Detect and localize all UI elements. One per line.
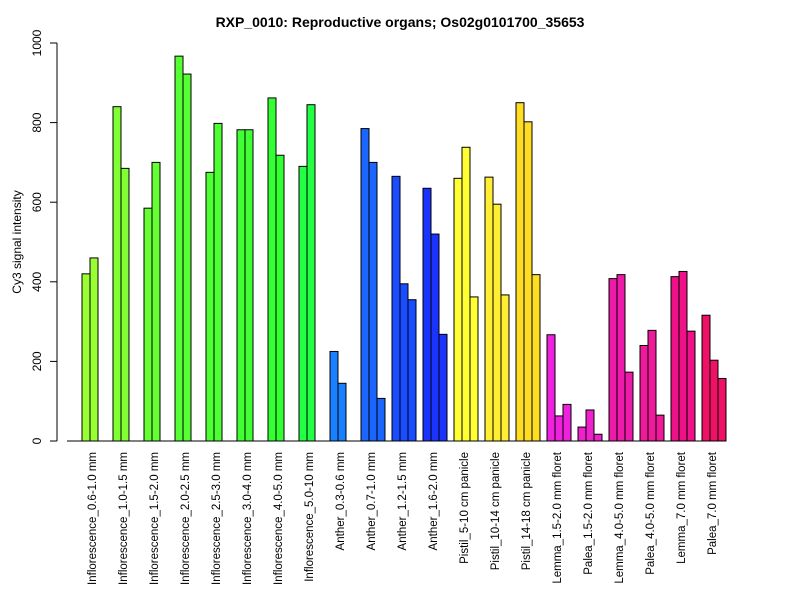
bar bbox=[624, 371, 634, 442]
x-tick-label: Lemma_1.5-2.0 mm floret bbox=[552, 451, 564, 583]
bar bbox=[174, 55, 184, 442]
bar bbox=[267, 97, 277, 442]
x-tick-label: Inflorescence_1.0-1.5 mm bbox=[118, 452, 130, 585]
x-tick-label: Inflorescence_4.0-5.0 mm bbox=[273, 452, 285, 585]
x-tick-label: Lemma_4.0-5.0 mm floret bbox=[614, 451, 626, 583]
bar bbox=[608, 278, 618, 442]
bar bbox=[112, 106, 122, 442]
y-tick-label: 0 bbox=[30, 437, 44, 444]
x-tick-label: Inflorescence_0.6-1.0 mm bbox=[87, 452, 99, 585]
bar bbox=[531, 274, 541, 442]
x-tick-label: Inflorescence_1.5-2.0 mm bbox=[149, 452, 161, 585]
bar bbox=[453, 177, 463, 442]
bar bbox=[670, 276, 680, 442]
bar bbox=[678, 270, 688, 442]
y-tick-label: 1000 bbox=[30, 29, 44, 56]
x-tick-label: Inflorescence_2.5-3.0 mm bbox=[211, 452, 223, 585]
x-tick-label: Palea_4.0-5.0 mm floret bbox=[645, 451, 657, 575]
bar bbox=[515, 102, 525, 442]
bar bbox=[236, 129, 246, 442]
bar bbox=[329, 350, 339, 442]
y-ticks: 0 200 400 600 800 1000 bbox=[30, 29, 57, 444]
bar bbox=[554, 415, 564, 442]
y-tick-label: 400 bbox=[30, 271, 44, 291]
bar bbox=[492, 203, 502, 442]
bar bbox=[469, 296, 479, 442]
bar bbox=[655, 414, 665, 442]
chart-title: RXP_0010: Reproductive organs; Os02g0101… bbox=[216, 14, 585, 30]
bar bbox=[213, 122, 223, 442]
bar bbox=[484, 176, 494, 442]
bar bbox=[275, 154, 285, 442]
bar bbox=[360, 128, 370, 442]
bar bbox=[562, 403, 572, 442]
y-tick-label: 600 bbox=[30, 192, 44, 212]
x-tick-label: Inflorescence_2.0-2.5 mm bbox=[180, 452, 192, 585]
x-tick-label: Pistil_10-14 cm panicle bbox=[490, 452, 502, 570]
y-tick-label: 800 bbox=[30, 112, 44, 132]
bars bbox=[81, 55, 727, 442]
bar bbox=[89, 257, 99, 442]
bar bbox=[407, 299, 417, 442]
bar bbox=[182, 73, 192, 442]
bar bbox=[616, 274, 626, 442]
bar bbox=[585, 409, 595, 442]
bar bbox=[143, 207, 153, 442]
bar bbox=[81, 273, 91, 442]
x-tick-label: Inflorescence_3.0-4.0 mm bbox=[242, 452, 254, 585]
bar bbox=[120, 167, 130, 442]
x-tick-label: Anther_1.6-2.0 mm bbox=[428, 452, 440, 550]
x-tick-label: Palea_7.0 mm floret bbox=[707, 451, 719, 555]
bar bbox=[399, 283, 409, 442]
y-tick-label: 200 bbox=[30, 351, 44, 371]
bar bbox=[205, 171, 215, 442]
bar bbox=[593, 433, 603, 442]
bar bbox=[306, 104, 316, 442]
bar bbox=[717, 378, 727, 442]
x-tick-label: Pistil_14-18 cm panicle bbox=[521, 452, 533, 570]
bar bbox=[430, 233, 440, 442]
bar bbox=[500, 294, 510, 442]
bar bbox=[546, 334, 556, 442]
x-tick-label: Lemma_7.0 mm floret bbox=[676, 451, 688, 564]
bar bbox=[709, 359, 719, 442]
bar bbox=[686, 330, 696, 442]
bar bbox=[701, 314, 711, 442]
bar bbox=[368, 161, 378, 442]
x-tick-label: Anther_0.3-0.6 mm bbox=[335, 452, 347, 550]
bar bbox=[461, 146, 471, 442]
bar bbox=[438, 333, 448, 442]
x-tick-label: Inflorescence_5.0-10 mm bbox=[304, 452, 316, 582]
bar bbox=[298, 165, 308, 442]
bar bbox=[376, 397, 386, 442]
x-tick-label: Pistil_5-10 cm panicle bbox=[459, 452, 471, 564]
bar bbox=[422, 187, 432, 442]
bar bbox=[391, 175, 401, 442]
y-axis-label: Cy3 signal intensity bbox=[10, 190, 24, 293]
bar bbox=[523, 121, 533, 442]
bar bbox=[577, 426, 587, 442]
x-tick-label: Anther_0.7-1.0 mm bbox=[366, 452, 378, 550]
x-tick-label: Anther_1.2-1.5 mm bbox=[397, 452, 409, 550]
bar bbox=[639, 344, 649, 442]
x-tick-label: Palea_1.5-2.0 mm floret bbox=[583, 451, 595, 575]
bar bbox=[647, 329, 657, 442]
bar bbox=[151, 161, 161, 442]
bar bbox=[244, 129, 254, 442]
category-labels: Inflorescence_0.6-1.0 mm Inflorescence_1.… bbox=[87, 451, 719, 585]
bar bbox=[337, 382, 347, 442]
